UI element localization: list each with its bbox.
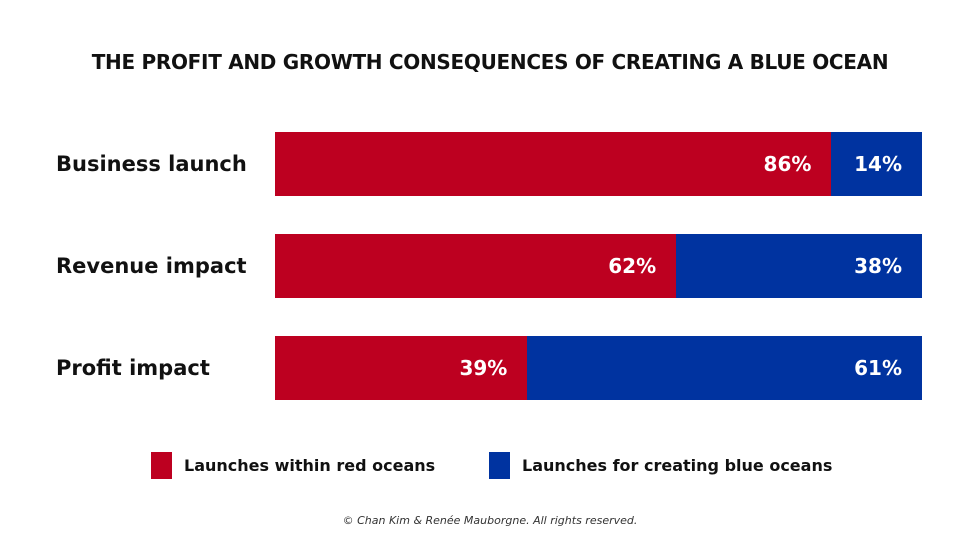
data-label: 14% (854, 152, 902, 176)
category-label: Business launch (56, 152, 247, 176)
stacked-bar: 86% 14% (275, 132, 922, 196)
data-label: 39% (459, 356, 508, 380)
legend-label-red: Launches within red oceans (184, 456, 436, 475)
data-label: 38% (854, 254, 902, 278)
legend-item-blue: Launches for creating blue oceans (489, 452, 832, 479)
legend-swatch-red (151, 452, 172, 479)
bar-segment-red: 62% (275, 234, 677, 298)
chart-title: THE PROFIT AND GROWTH CONSEQUENCES OF CR… (91, 50, 889, 74)
stacked-bar: 62% 38% (275, 234, 922, 298)
data-label: 62% (608, 254, 657, 278)
bar-segment-red: 86% (275, 132, 832, 196)
category-label: Profit impact (56, 356, 210, 380)
category-label: Revenue impact (56, 254, 247, 278)
legend-item-red: Launches within red oceans (151, 452, 435, 479)
copyright-footer: © Chan Kim & Renée Mauborgne. All rights… (342, 514, 638, 527)
bar-segment-red: 39% (275, 336, 528, 400)
data-label: 86% (763, 152, 812, 176)
legend-swatch-blue (489, 452, 510, 479)
bar-segment-blue: 38% (676, 234, 922, 298)
bar-segment-blue: 14% (831, 132, 922, 196)
bar-segment-blue: 61% (527, 336, 922, 400)
legend-label-blue: Launches for creating blue oceans (522, 456, 833, 475)
stacked-bar: 39% 61% (275, 336, 922, 400)
data-label: 61% (854, 356, 902, 380)
